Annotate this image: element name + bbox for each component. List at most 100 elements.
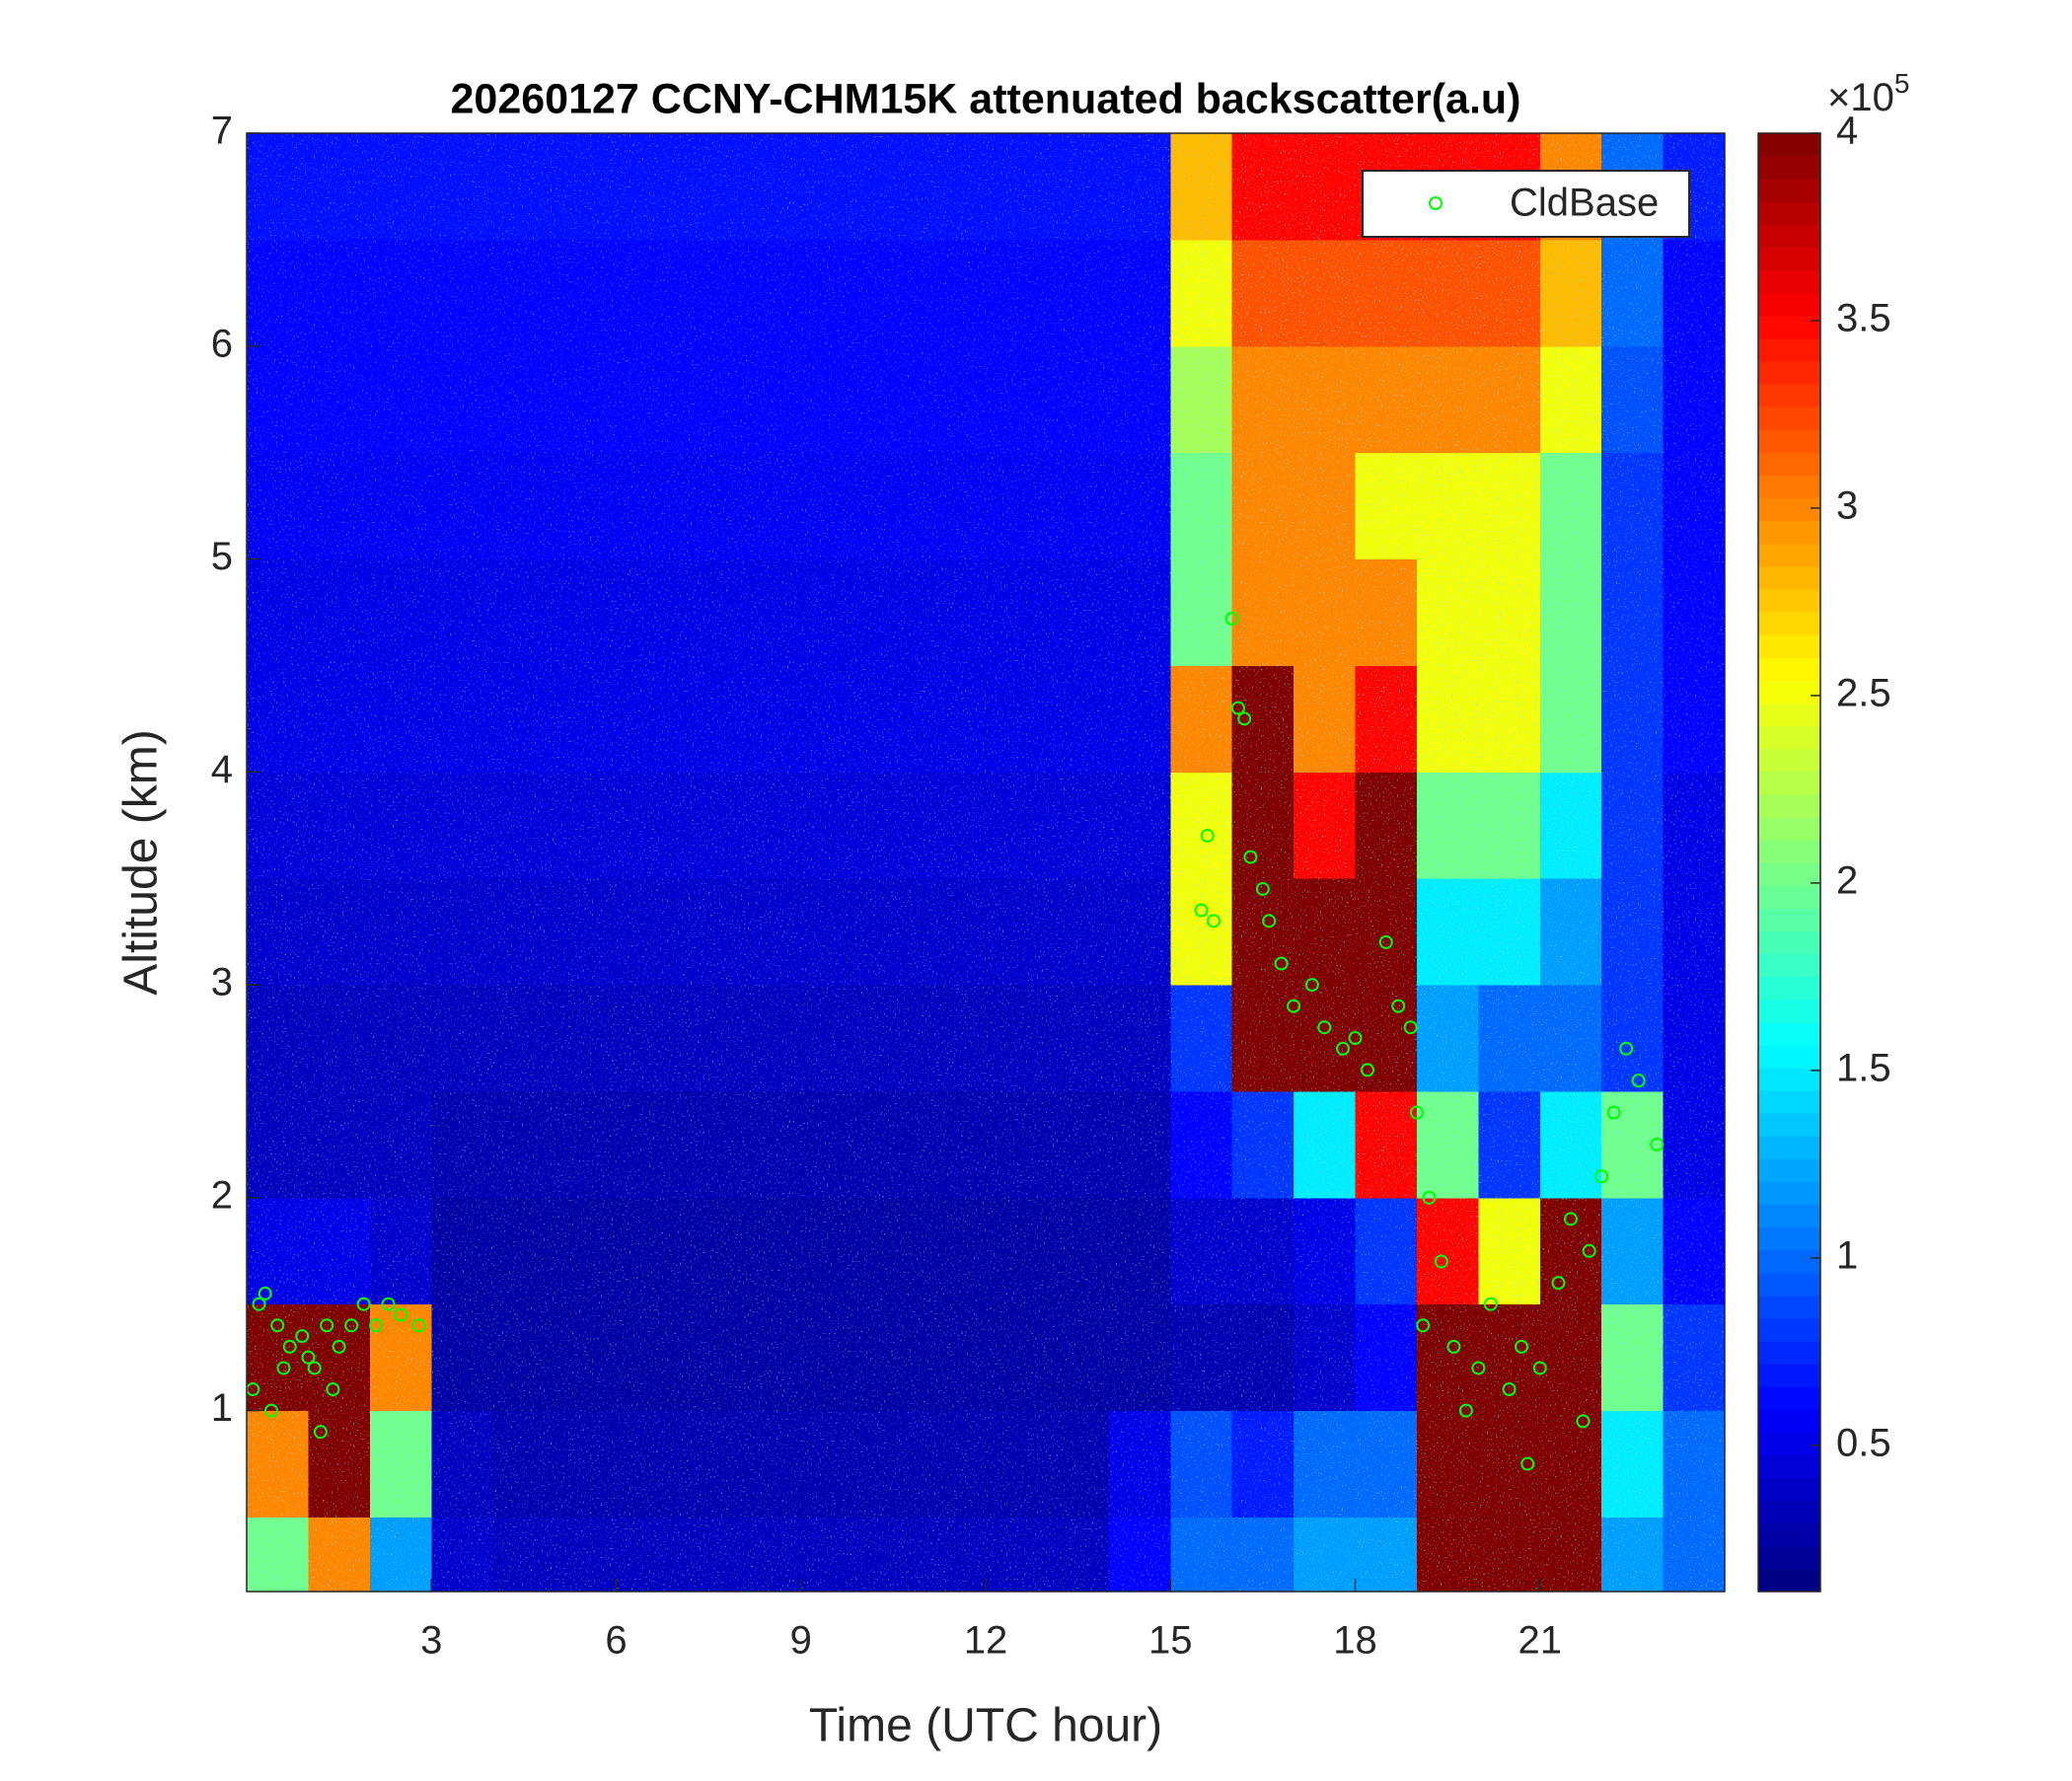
- multiplier-base: ×10: [1827, 76, 1894, 119]
- colorbar-step: [1758, 771, 1820, 795]
- colorbar-step: [1758, 407, 1820, 430]
- cloud-base-point: [282, 1339, 297, 1354]
- cloud-base-point: [1317, 1020, 1332, 1035]
- y-tick-label: 7: [211, 110, 233, 153]
- y-tick-label: 6: [211, 322, 233, 365]
- chart-title: 20260127 CCNY-CHM15K attenuated backscat…: [451, 75, 1521, 122]
- y-tick-label: 3: [211, 961, 233, 1004]
- colorbar-step: [1758, 611, 1820, 635]
- x-tick-label: 9: [790, 1619, 812, 1663]
- cloud-base-point: [1391, 999, 1406, 1013]
- colorbar-step: [1758, 1317, 1820, 1342]
- cloud-base-point: [1606, 1105, 1621, 1120]
- cloud-base-point: [1403, 1020, 1418, 1035]
- cloud-base-point: [344, 1318, 359, 1333]
- colorbar-step: [1758, 1249, 1820, 1274]
- colorbar-tick-label: 3: [1836, 484, 1858, 528]
- cloud-base-point: [332, 1339, 346, 1354]
- cloud-base-point: [1576, 1414, 1591, 1429]
- colorbar-step: [1758, 475, 1820, 499]
- y-tick-label: 1: [211, 1386, 233, 1430]
- colorbar-step: [1758, 384, 1820, 408]
- cloud-base-point: [1378, 934, 1393, 949]
- cloud-base-point: [1619, 1041, 1634, 1056]
- colorbar-step: [1758, 816, 1820, 841]
- legend-label: CldBase: [1510, 182, 1659, 225]
- colorbar-step: [1758, 1522, 1820, 1547]
- colorbar-frame: [1757, 132, 1821, 1593]
- colorbar-step: [1758, 269, 1820, 294]
- x-axis-label: Time (UTC hour): [809, 1700, 1162, 1752]
- colorbar-step: [1758, 179, 1820, 202]
- colorbar-step: [1758, 1545, 1820, 1570]
- y-axis-label: Altitude (km): [115, 729, 168, 995]
- colorbar-step: [1758, 1181, 1820, 1206]
- colorbar: 0.5 1 1.5 2 2.5 3 3.5 4: [1757, 110, 1891, 1593]
- colorbar-step: [1758, 315, 1820, 339]
- colorbar-step: [1758, 588, 1820, 613]
- colorbar-step: [1758, 292, 1820, 317]
- speckle-texture: [247, 133, 1725, 1592]
- colorbar-step: [1758, 1409, 1820, 1433]
- colorbar-tick-label: 0.5: [1836, 1421, 1891, 1464]
- x-tick-label: 21: [1518, 1619, 1563, 1663]
- colorbar-step: [1758, 1044, 1820, 1069]
- colorbar-step: [1758, 452, 1820, 477]
- cloud-base-point: [307, 1361, 322, 1375]
- colorbar-step: [1758, 793, 1820, 818]
- cloud-base-point: [369, 1318, 384, 1333]
- cloud-base-point: [326, 1382, 340, 1397]
- colorbar-step: [1758, 1340, 1820, 1365]
- colorbar-step: [1758, 1432, 1820, 1456]
- cloud-base-point: [276, 1361, 291, 1375]
- colorbar-step: [1758, 1204, 1820, 1228]
- x-tick-label: 15: [1148, 1619, 1193, 1663]
- x-tick-label: 3: [420, 1619, 442, 1663]
- colorbar-step: [1758, 1067, 1820, 1091]
- colorbar-step: [1758, 224, 1820, 249]
- cloud-base-point: [1243, 850, 1258, 864]
- colorbar-step: [1758, 908, 1820, 931]
- colorbar-step: [1758, 360, 1820, 385]
- colorbar-step: [1758, 429, 1820, 453]
- cloud-base-point: [1206, 914, 1221, 928]
- colorbar-step: [1758, 930, 1820, 954]
- colorbar-step: [1758, 1226, 1820, 1251]
- y-tick-label: 2: [211, 1173, 233, 1217]
- cloud-base-point: [1274, 956, 1289, 971]
- cloud-base-point: [313, 1425, 328, 1440]
- scatter-layer: [247, 611, 1665, 1471]
- colorbar-tick-label: 1: [1836, 1233, 1858, 1277]
- cloud-base-point: [258, 1286, 272, 1300]
- colorbar-tick-label: 4: [1836, 110, 1858, 153]
- colorbar-step: [1758, 247, 1820, 271]
- cloud-base-point: [1458, 1403, 1473, 1418]
- cloud-base-point: [1200, 829, 1215, 844]
- colorbar-tick-label: 2: [1836, 858, 1858, 902]
- cloud-base-point: [1304, 978, 1319, 993]
- colorbar-step: [1758, 1113, 1820, 1137]
- cloud-base-point: [295, 1329, 310, 1344]
- colorbar-step: [1758, 1568, 1820, 1593]
- cloud-base-point: [1255, 881, 1270, 896]
- cloud-base-point: [301, 1350, 316, 1365]
- cloud-base-point: [1650, 1137, 1665, 1151]
- cloud-base-point: [1434, 1254, 1448, 1269]
- colorbar-step: [1758, 657, 1820, 681]
- cloud-base-point: [1348, 1031, 1363, 1046]
- colorbar-step: [1758, 1089, 1820, 1114]
- cloud-base-point: [1631, 1074, 1646, 1088]
- cloud-base-point: [1594, 1169, 1609, 1184]
- x-tick-label: 12: [964, 1619, 1008, 1663]
- colorbar-step: [1758, 1386, 1820, 1410]
- colorbar-step: [1758, 1477, 1820, 1502]
- cloud-base-point: [1515, 1339, 1529, 1354]
- cloud-base-point: [270, 1318, 285, 1333]
- cloud-base-point: [1502, 1382, 1517, 1397]
- colorbar-step: [1758, 1136, 1820, 1159]
- cloud-base-point: [1532, 1361, 1547, 1375]
- colorbar-step: [1758, 156, 1820, 180]
- colorbar-step: [1758, 337, 1820, 362]
- colorbar-step: [1758, 1295, 1820, 1319]
- cloud-base-point: [1409, 1105, 1424, 1120]
